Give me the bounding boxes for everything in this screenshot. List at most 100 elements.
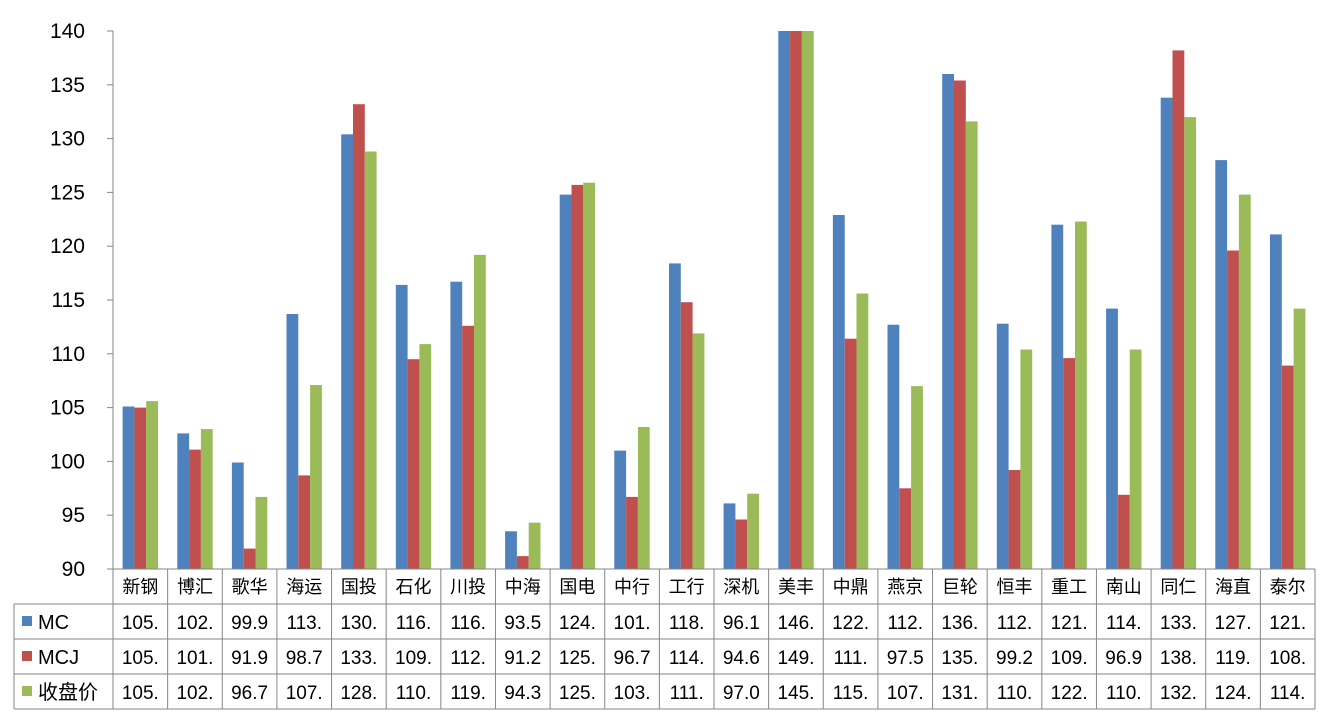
legend-label-收盘价: 收盘价	[38, 681, 98, 704]
table-cell: 145.	[777, 683, 814, 704]
bar-MCJ-国投	[353, 104, 365, 569]
bar-MC-南山	[1106, 308, 1118, 569]
y-tick-label: 95	[62, 504, 85, 527]
table-cell: 115.	[833, 683, 869, 704]
category-label: 国投	[341, 577, 377, 598]
table-cell: 136.	[941, 613, 978, 634]
y-tick-label: 125	[50, 181, 85, 204]
bar-MCJ-海直	[1227, 250, 1239, 569]
bar-收盘价-工行	[692, 333, 705, 569]
bar-收盘价-泰尔	[1293, 308, 1306, 569]
bar-MCJ-南山	[1117, 494, 1130, 569]
bar-MC-巨轮	[942, 74, 954, 569]
bar-MC-深机	[723, 503, 736, 569]
y-tick-label: 110	[52, 343, 85, 366]
table-cell: 101.	[176, 648, 213, 669]
legend-label-MC: MC	[38, 612, 69, 634]
table-cell: 119.	[450, 683, 486, 704]
bar-收盘价-石化	[419, 344, 432, 569]
table-cell: 96.9	[1105, 648, 1142, 669]
table-cell: 114.	[669, 648, 705, 669]
table-cell: 109.	[1051, 648, 1088, 669]
bar-收盘价-深机	[747, 493, 759, 569]
category-label: 泰尔	[1270, 577, 1306, 598]
legend-key-收盘价	[22, 686, 32, 696]
bar-收盘价-恒丰	[1020, 349, 1033, 569]
bar-MC-博汇	[177, 433, 190, 569]
table-cell: 149.	[777, 648, 814, 669]
table-cell: 105.	[122, 648, 159, 669]
category-label: 燕京	[887, 577, 923, 598]
y-tick-label: 135	[50, 74, 85, 97]
table-cell: 105.	[122, 613, 159, 634]
bar-MC-新钢	[122, 406, 135, 569]
bar-收盘价-重工	[1075, 221, 1087, 569]
table-cell: 131.	[941, 683, 978, 704]
category-label: 歌华	[232, 577, 268, 598]
category-label: 石化	[396, 577, 432, 598]
bar-MCJ-中海	[516, 556, 529, 569]
bar-MC-重工	[1051, 224, 1064, 569]
table-cell: 138.	[1160, 648, 1197, 669]
axes-layer: 90 95 100 105 110 115 120 125 130 135 140	[50, 20, 114, 581]
category-label: 川投	[450, 577, 486, 598]
table-cell: 97.5	[887, 648, 924, 669]
category-label: 巨轮	[942, 577, 978, 598]
table-cell: 146.	[777, 613, 814, 634]
bar-MC-中行	[614, 450, 627, 569]
bar-MC-海直	[1215, 160, 1228, 569]
table-cell: 127.	[1215, 613, 1252, 634]
category-label: 重工	[1051, 577, 1087, 598]
table-cell: 110.	[1106, 683, 1142, 704]
bar-MC-恒丰	[996, 323, 1009, 569]
bar-MCJ-中行	[626, 496, 638, 569]
bar-MCJ-海运	[298, 475, 311, 569]
table-cell: 107.	[286, 683, 323, 704]
bar-收盘价-歌华	[255, 496, 268, 569]
category-label: 海直	[1215, 577, 1251, 598]
table-cell: 116.	[396, 613, 432, 634]
table-cell: 111.	[834, 648, 868, 669]
bar-MCJ-歌华	[243, 548, 256, 569]
bar-MC-歌华	[231, 462, 244, 569]
table-cell: 125.	[559, 648, 596, 669]
y-tick-label: 90	[62, 558, 85, 581]
table-cell: 135.	[941, 648, 978, 669]
table-cell: 91.9	[231, 648, 268, 669]
bar-收盘价-川投	[474, 254, 486, 569]
table-cell: 94.3	[504, 683, 541, 704]
table-cell: 94.6	[723, 648, 760, 669]
bar-MC-海运	[286, 314, 299, 569]
bar-MCJ-燕京	[899, 488, 912, 569]
bar-收盘价-中海	[528, 522, 541, 569]
bar-MCJ-泰尔	[1281, 365, 1294, 569]
bar-收盘价-新钢	[146, 401, 158, 569]
table-cell: 112.	[887, 613, 923, 634]
table-cell: 99.9	[231, 613, 268, 634]
table-cell: 118.	[669, 613, 705, 634]
table-cell: 93.5	[504, 613, 541, 634]
table-cell: 112.	[450, 648, 486, 669]
table-cell: 133.	[340, 648, 377, 669]
bar-MCJ-恒丰	[1008, 470, 1021, 569]
bar-收盘价-中鼎	[856, 293, 869, 569]
category-label: 恒丰	[997, 577, 1033, 598]
table-cell: 124.	[559, 613, 596, 634]
bars-layer	[122, 31, 1306, 569]
bar-MCJ-中鼎	[844, 338, 857, 569]
bar-收盘价-巨轮	[965, 121, 978, 569]
table-cell: 124.	[1215, 683, 1252, 704]
bar-收盘价-国投	[364, 151, 377, 569]
category-label: 南山	[1106, 577, 1142, 598]
category-label: 国电	[559, 577, 595, 598]
bar-收盘价-同仁	[1184, 117, 1197, 569]
bar-MC-美丰	[778, 31, 791, 569]
category-label: 工行	[669, 577, 705, 598]
y-tick-label: 120	[50, 235, 85, 258]
bar-MCJ-深机	[735, 519, 748, 569]
table-cell: 103.	[614, 683, 651, 704]
bar-收盘价-海运	[310, 385, 322, 569]
table-cell: 122.	[1051, 683, 1088, 704]
table-cell: 114.	[1270, 683, 1306, 704]
table-cell: 96.7	[614, 648, 651, 669]
